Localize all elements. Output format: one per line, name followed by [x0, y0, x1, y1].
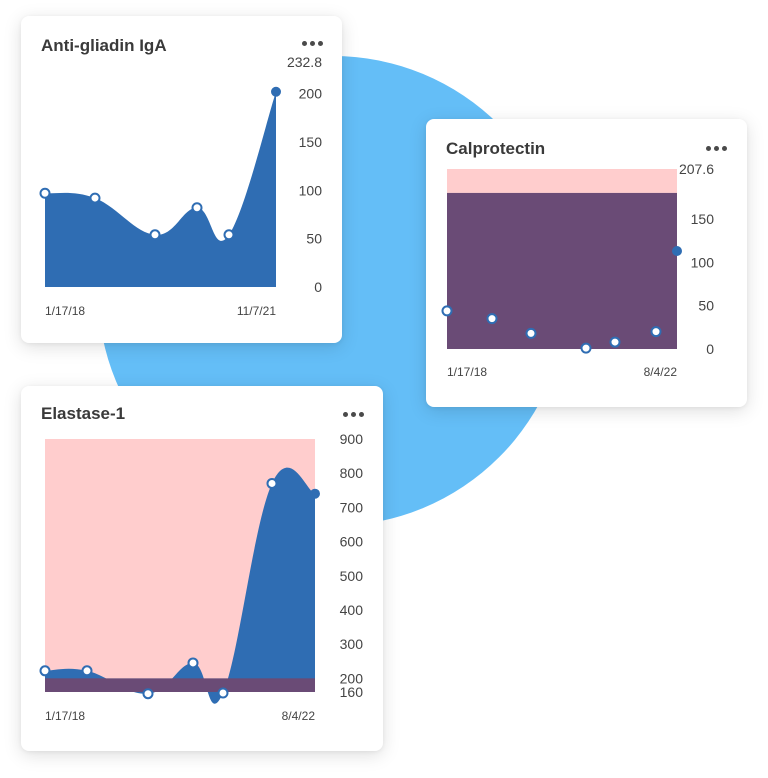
more-horizontal-icon[interactable] — [341, 408, 366, 421]
data-point — [81, 665, 93, 677]
data-point — [525, 327, 537, 339]
y-tick-label: 700 — [340, 499, 364, 515]
elastase-1-card[interactable]: Elastase-1 900 800 700 600 500 400 300 200 160 1/… — [21, 386, 383, 751]
y-tick-label: 50 — [306, 231, 322, 247]
calprotectin-chart: 207.6 150 100 50 0 1/17/18 8/4/22 — [441, 161, 715, 379]
x-start-label: 1/17/18 — [45, 709, 85, 723]
data-point — [89, 192, 101, 204]
data-point — [672, 246, 682, 257]
y-tick-label: 800 — [340, 465, 364, 481]
x-end-label: 8/4/22 — [644, 365, 678, 379]
x-end-label: 8/4/22 — [282, 709, 316, 723]
y-tick-label: 232.8 — [287, 54, 322, 70]
more-horizontal-icon[interactable] — [300, 37, 325, 50]
data-point — [580, 342, 592, 354]
data-point — [39, 187, 51, 199]
data-point — [441, 305, 453, 317]
y-tick-label: 0 — [314, 279, 322, 295]
y-tick-label: 150 — [299, 134, 323, 150]
anti-gliadin-iga-chart: 232.8 200 150 100 50 0 1/17/18 11/7/21 — [39, 54, 323, 318]
data-point — [266, 477, 278, 489]
y-tick-label: 300 — [340, 636, 364, 652]
data-point — [609, 336, 621, 348]
y-tick-label: 600 — [340, 534, 364, 550]
data-point — [650, 326, 662, 338]
data-point — [223, 229, 235, 241]
range-overlap-band — [45, 678, 315, 692]
y-tick-label: 500 — [340, 568, 364, 584]
calprotectin-card[interactable]: Calprotectin 207.6 150 100 50 0 1/17/18 8/4/22 — [426, 119, 747, 407]
y-tick-label: 50 — [698, 298, 714, 314]
y-tick-label: 400 — [340, 602, 364, 618]
x-start-label: 1/17/18 — [45, 304, 85, 318]
data-point — [142, 688, 154, 700]
data-point — [191, 202, 203, 214]
data-point — [149, 229, 161, 241]
data-point — [187, 657, 199, 669]
x-end-label: 11/7/21 — [237, 304, 276, 318]
y-tick-label: 100 — [691, 254, 715, 270]
reference-range-band — [447, 169, 677, 193]
y-tick-label: 200 — [340, 670, 364, 686]
y-tick-label: 100 — [299, 182, 323, 198]
card-title: Anti-gliadin IgA — [41, 36, 167, 55]
card-title: Elastase-1 — [41, 404, 126, 423]
data-point — [39, 665, 51, 677]
series-area — [45, 91, 276, 288]
y-tick-label: 150 — [691, 211, 715, 227]
anti-gliadin-iga-card[interactable]: Anti-gliadin IgA 232.8 200 150 100 50 0 1/17/1… — [21, 16, 342, 343]
card-title: Calprotectin — [446, 139, 546, 158]
range-overlap-band — [447, 192, 677, 349]
series-area — [45, 467, 315, 704]
data-point — [217, 687, 229, 699]
y-tick-label: 0 — [706, 341, 714, 357]
data-point — [310, 488, 320, 499]
data-point — [271, 86, 281, 97]
data-point — [486, 313, 498, 325]
y-tick-label: 160 — [340, 684, 364, 700]
x-start-label: 1/17/18 — [447, 365, 487, 379]
y-tick-label: 207.6 — [679, 161, 714, 177]
more-horizontal-icon[interactable] — [704, 142, 729, 155]
y-tick-label: 900 — [340, 431, 364, 447]
y-tick-label: 200 — [299, 86, 323, 102]
